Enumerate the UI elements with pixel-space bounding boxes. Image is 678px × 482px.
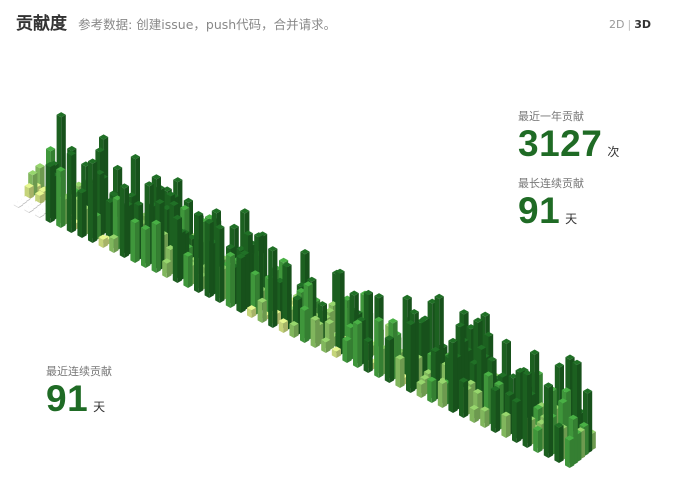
contribution-bar	[194, 211, 203, 293]
stat-year-total-label: 最近一年贡献	[518, 108, 619, 124]
stat-longest-streak-value: 91	[518, 190, 560, 231]
stat-year-total-value: 3127	[518, 123, 602, 164]
contribution-bar	[480, 406, 489, 428]
contribution-bar	[152, 220, 161, 273]
contribution-bar	[448, 338, 457, 413]
stat-current-streak-unit: 天	[93, 400, 105, 414]
contribution-bar	[565, 435, 574, 468]
contribution-bar	[67, 151, 76, 233]
contribution-bar	[427, 377, 436, 403]
contribution-bar	[141, 225, 150, 268]
stat-longest-streak: 最长连续贡献 91 天	[518, 175, 584, 230]
contribution-bar	[88, 159, 97, 244]
contribution-bar	[56, 167, 65, 228]
contribution-bar	[342, 336, 351, 363]
contribution-bar	[46, 162, 55, 223]
stat-current-streak-value: 91	[46, 378, 88, 419]
contribution-bar	[162, 258, 171, 278]
contribution-bar	[289, 321, 298, 338]
contribution-bar	[130, 218, 139, 263]
contribution-bar	[183, 252, 192, 288]
contribution-bar	[300, 306, 309, 344]
contribution-bar	[470, 405, 479, 423]
contribution-bar	[512, 398, 521, 443]
contribution-bar	[99, 235, 108, 249]
contribution-bar	[406, 320, 415, 393]
contribution-bar	[544, 382, 553, 458]
contribution-bar	[374, 317, 383, 378]
contribution-bar	[491, 386, 500, 433]
contribution-bar	[523, 370, 532, 448]
contribution-bar	[77, 188, 86, 238]
contribution-bar	[353, 320, 362, 369]
contribution-bar	[268, 246, 277, 328]
stat-year-total: 最近一年贡献 3127 次	[518, 108, 619, 163]
stat-current-streak: 最近连续贡献 91 天	[46, 363, 112, 418]
stat-longest-streak-label: 最长连续贡献	[518, 175, 584, 191]
contribution-bar	[258, 298, 267, 323]
contribution-bar	[459, 378, 468, 419]
contribution-bar	[173, 215, 182, 283]
contribution-bar	[321, 337, 330, 353]
stat-current-streak-label: 最近连续贡献	[46, 363, 112, 379]
contribution-bar	[215, 224, 224, 303]
contribution-bar	[279, 318, 288, 333]
contribution-bar	[364, 337, 373, 373]
stat-longest-streak-unit: 天	[565, 212, 577, 226]
contribution-bar	[554, 423, 563, 464]
contribution-bar	[226, 252, 235, 308]
contribution-bar	[417, 380, 426, 399]
contribution-bar	[236, 254, 245, 314]
contribution-bar	[395, 355, 404, 388]
contribution-bar	[120, 183, 129, 258]
contribution-bar	[247, 305, 256, 318]
contribution-bar	[385, 335, 394, 383]
contribution-bar	[205, 219, 214, 298]
contribution-bar	[438, 379, 447, 408]
contribution-bar	[311, 316, 320, 348]
contribution-bar	[501, 412, 510, 438]
contribution-bar	[533, 426, 542, 453]
stat-year-total-unit: 次	[607, 145, 619, 159]
contribution-bar	[109, 234, 118, 253]
